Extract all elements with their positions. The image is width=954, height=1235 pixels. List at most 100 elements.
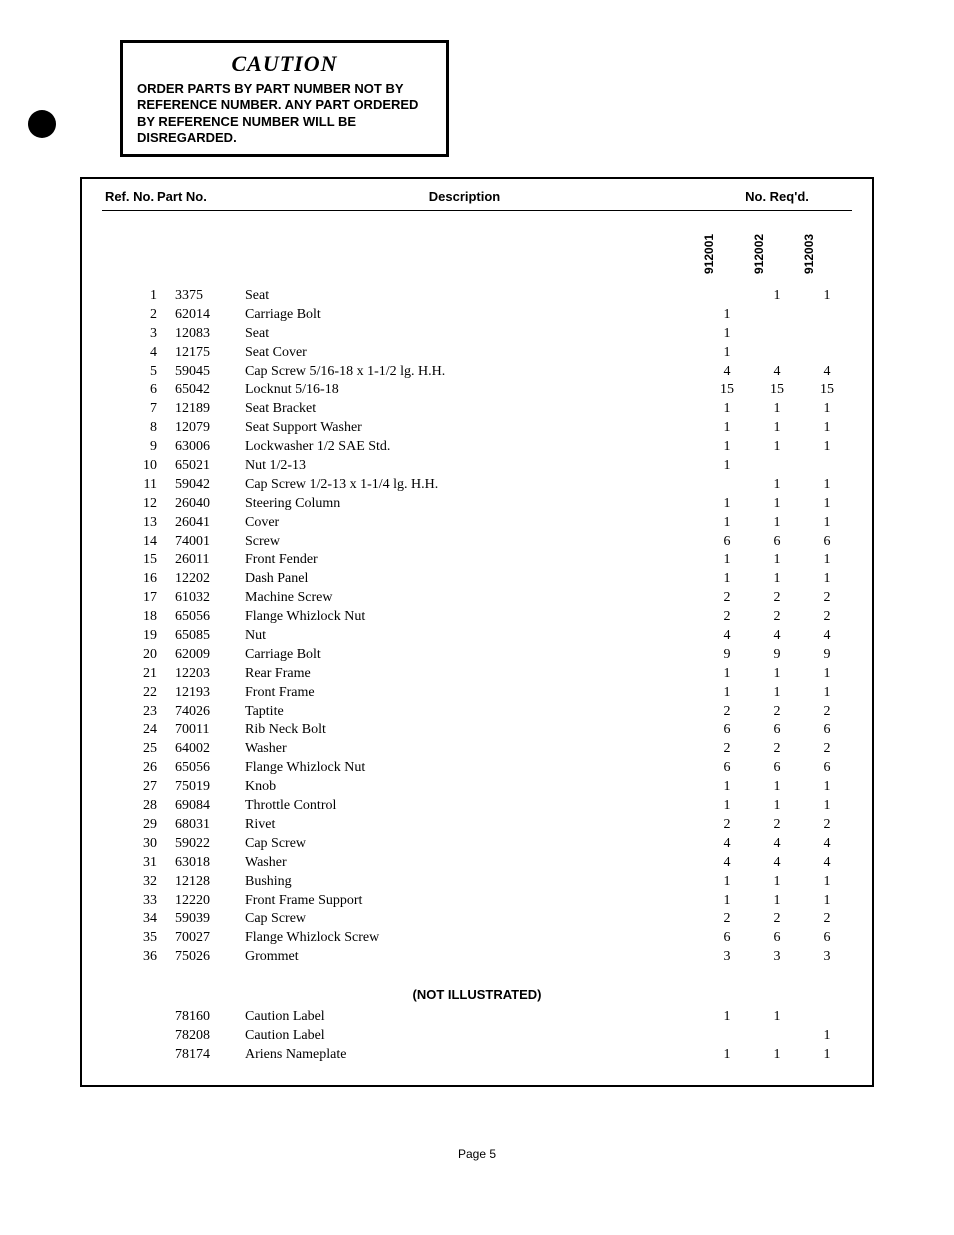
cell-qty: 9 (802, 646, 852, 665)
caution-title: CAUTION (137, 51, 432, 77)
cell-qty: 1 (702, 325, 752, 344)
table-row: 1761032Machine Screw222 (102, 589, 852, 608)
cell-qty: 9 (702, 646, 752, 665)
cell-qty: 6 (752, 759, 802, 778)
cell-part: 26041 (175, 514, 245, 533)
cell-qty: 2 (802, 589, 852, 608)
cell-desc: Rear Frame (245, 665, 702, 684)
cell-qty: 2 (752, 608, 802, 627)
cell-part: 12193 (175, 684, 245, 703)
cell-qty: 6 (702, 929, 752, 948)
cell-ref: 17 (102, 589, 175, 608)
cell-qty: 1 (752, 438, 802, 457)
cell-ref: 14 (102, 533, 175, 552)
table-row: 262014Carriage Bolt1 (102, 306, 852, 325)
table-row: 2112203Rear Frame111 (102, 665, 852, 684)
cell-qty: 1 (702, 419, 752, 438)
caution-box: CAUTION ORDER PARTS BY PART NUMBER NOT B… (120, 40, 449, 157)
table-row: 1065021Nut 1/2-131 (102, 457, 852, 476)
cell-qty: 1 (702, 873, 752, 892)
table-row: 3675026Grommet333 (102, 948, 852, 967)
model-header-row: 912001 912002 912003 (102, 211, 852, 287)
table-row: 1965085Nut444 (102, 627, 852, 646)
cell-qty: 1 (702, 400, 752, 419)
cell-part: 75026 (175, 948, 245, 967)
cell-ref: 19 (102, 627, 175, 646)
cell-qty: 2 (702, 740, 752, 759)
cell-ref: 1 (102, 287, 175, 306)
table-row: 13375Seat11 (102, 287, 852, 306)
table-row: 412175Seat Cover1 (102, 344, 852, 363)
table-row: 1865056Flange Whizlock Nut222 (102, 608, 852, 627)
cell-part: 64002 (175, 740, 245, 759)
cell-part: 65056 (175, 759, 245, 778)
page-number: Page 5 (60, 1147, 894, 1161)
not-illustrated-title: (NOT ILLUSTRATED) (102, 987, 852, 1002)
cell-ref: 15 (102, 551, 175, 570)
cell-desc: Rivet (245, 816, 702, 835)
cell-qty: 1 (752, 873, 802, 892)
table-row: 2062009Carriage Bolt999 (102, 646, 852, 665)
cell-ref: 22 (102, 684, 175, 703)
cell-desc: Seat Support Washer (245, 419, 702, 438)
cell-desc: Bushing (245, 873, 702, 892)
table-row: 78208Caution Label1 (102, 1027, 852, 1046)
cell-ref (102, 1008, 175, 1027)
cell-qty: 1 (802, 495, 852, 514)
table-row: 1326041Cover111 (102, 514, 852, 533)
cell-qty: 4 (752, 627, 802, 646)
table-row: 3212128Bushing111 (102, 873, 852, 892)
cell-desc: Washer (245, 740, 702, 759)
cell-qty (802, 1008, 852, 1027)
cell-qty: 1 (702, 495, 752, 514)
cell-qty: 4 (702, 363, 752, 382)
cell-desc: Ariens Nameplate (245, 1046, 702, 1065)
cell-qty: 1 (802, 892, 852, 911)
cell-qty: 2 (752, 740, 802, 759)
cell-desc: Flange Whizlock Nut (245, 608, 702, 627)
cell-part: 12202 (175, 570, 245, 589)
cell-part: 12203 (175, 665, 245, 684)
table-row: 3459039Cap Screw222 (102, 910, 852, 929)
cell-qty: 1 (702, 344, 752, 363)
cell-desc: Front Frame Support (245, 892, 702, 911)
cell-qty: 1 (702, 1046, 752, 1065)
cell-ref: 2 (102, 306, 175, 325)
cell-qty (752, 325, 802, 344)
cell-qty: 3 (702, 948, 752, 967)
not-illustrated-rows: 78160Caution Label1178208Caution Label17… (102, 1008, 852, 1065)
cell-qty (752, 457, 802, 476)
cell-qty: 1 (752, 551, 802, 570)
cell-qty: 3 (752, 948, 802, 967)
cell-qty (752, 1027, 802, 1046)
cell-qty: 1 (802, 570, 852, 589)
cell-qty: 1 (752, 1008, 802, 1027)
cell-ref: 21 (102, 665, 175, 684)
cell-qty: 1 (702, 684, 752, 703)
table-row: 3163018Washer444 (102, 854, 852, 873)
cell-qty: 1 (752, 400, 802, 419)
cell-qty: 1 (702, 797, 752, 816)
cell-desc: Rib Neck Bolt (245, 721, 702, 740)
cell-qty: 1 (702, 306, 752, 325)
cell-qty: 1 (702, 457, 752, 476)
cell-qty: 2 (802, 816, 852, 835)
cell-part: 78208 (175, 1027, 245, 1046)
cell-qty: 1 (752, 892, 802, 911)
table-row: 2869084Throttle Control111 (102, 797, 852, 816)
table-row: 665042Locknut 5/16-18151515 (102, 381, 852, 400)
cell-qty: 4 (702, 627, 752, 646)
header-qty: No. Req'd. (702, 189, 852, 204)
table-row: 812079Seat Support Washer111 (102, 419, 852, 438)
cell-desc: Caution Label (245, 1027, 702, 1046)
cell-qty: 2 (702, 608, 752, 627)
cell-ref: 8 (102, 419, 175, 438)
cell-qty: 1 (752, 476, 802, 495)
cell-part: 75019 (175, 778, 245, 797)
cell-part: 70011 (175, 721, 245, 740)
cell-ref: 18 (102, 608, 175, 627)
cell-qty: 1 (802, 476, 852, 495)
cell-qty: 2 (752, 589, 802, 608)
cell-part: 74026 (175, 703, 245, 722)
cell-qty: 1 (752, 495, 802, 514)
